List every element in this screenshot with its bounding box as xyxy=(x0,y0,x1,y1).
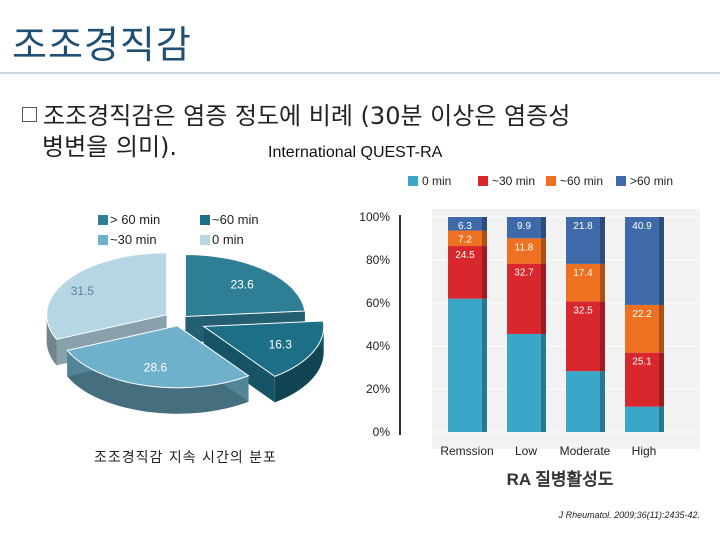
bar-value-label: 40.9 xyxy=(632,221,652,232)
bar-segment-side xyxy=(600,263,605,302)
bar-segment-30-min-remssion xyxy=(448,246,482,299)
bar-segment-side xyxy=(659,217,664,305)
bars: 24.5 7.2 6.3 Remssion 32.7 11.8 9.9 Low 32.5 17.4… xyxy=(440,217,664,458)
pie-legend-label: > 60 min xyxy=(110,212,160,227)
bar-legend-swatch xyxy=(408,176,418,186)
pie-side-30-min xyxy=(67,350,249,414)
bar-legend-label: >60 min xyxy=(630,174,673,188)
bar-legend-label: ~30 min xyxy=(492,174,535,188)
x-tick-label: Moderate xyxy=(560,444,611,458)
y-tick-label: 20% xyxy=(366,382,390,396)
bar-segment-0-min-remssion xyxy=(448,298,482,432)
x-tick-label: Remssion xyxy=(440,444,493,458)
bar-value-label: 32.5 xyxy=(573,305,593,316)
pie-legend: > 60 min ~60 min ~30 min 0 min xyxy=(98,212,259,247)
bar-segment-60-min-moderate xyxy=(566,217,600,264)
bar-segment-side xyxy=(541,333,546,432)
bar-legend-swatch xyxy=(478,176,488,186)
pie-cut-face xyxy=(203,326,275,403)
y-tick-label: 40% xyxy=(366,339,390,353)
bar-value-label: 11.8 xyxy=(515,242,534,253)
bar-value-label: 25.1 xyxy=(632,357,652,368)
pie-chart: 23.6 16.3 28.6 31.5 > 60 min ~60 min ~30 min 0 … xyxy=(46,212,325,414)
bar-value-label: 9.9 xyxy=(517,221,531,232)
bullet-line-2: 병변을 의미). xyxy=(42,133,178,161)
stacked-bar-chart: 0% 20% 40% 60% 80% 100% 0 min ~30 min ~60 min >60… xyxy=(360,174,700,489)
bar-segment-side xyxy=(482,298,487,432)
x-tick-label: High xyxy=(632,444,657,458)
bar-legend-label: ~60 min xyxy=(560,174,603,188)
bar-legend-swatch xyxy=(616,176,626,186)
bar-segment-30-min-moderate xyxy=(566,301,600,372)
bar-value-label: 17.4 xyxy=(573,268,593,279)
bar-legend: 0 min ~30 min ~60 min >60 min xyxy=(408,174,673,188)
citation: J Rheumatol. 2009;36(11):2435-42. xyxy=(558,510,700,520)
bar-value-label: 21.8 xyxy=(573,221,593,232)
bar-segment-side xyxy=(541,263,546,334)
bar-segment-side xyxy=(659,352,664,407)
bar-segment-60-min-high xyxy=(625,304,659,353)
bar-segment-30-min-high xyxy=(625,352,659,407)
bar-segment-side xyxy=(600,301,605,372)
bar-legend-label: 0 min xyxy=(422,174,451,188)
pie-tops: 23.6 16.3 28.6 31.5 xyxy=(46,252,325,389)
y-tick-label: 60% xyxy=(366,296,390,310)
bar-value-label: 32.7 xyxy=(514,268,534,279)
bar-segment-side xyxy=(482,230,487,247)
bar-segment-side xyxy=(600,217,605,264)
pie-legend-swatch xyxy=(200,215,210,225)
bar-segment-60-min-low xyxy=(507,217,541,239)
pie-legend-label: ~30 min xyxy=(110,232,157,247)
bar-segment-side xyxy=(541,238,546,264)
pie-slice-60-min xyxy=(184,253,306,317)
pie-legend-label: 0 min xyxy=(212,232,244,247)
pie-value-label: 28.6 xyxy=(144,361,168,375)
bar-segment-60-min-high xyxy=(625,217,659,305)
bullet-square-icon xyxy=(22,107,37,122)
title-divider xyxy=(0,72,720,74)
bar-segment-30-min-low xyxy=(507,263,541,334)
bar-segment-60-min-low xyxy=(507,238,541,264)
bar-segment-0-min-low xyxy=(507,333,541,432)
slide-title: 조조경직감 xyxy=(12,23,192,67)
bar-segment-60-min-remssion xyxy=(448,217,482,231)
bar-segment-side xyxy=(659,406,664,432)
bar-segment-60-min-remssion xyxy=(448,230,482,247)
bar-segment-side xyxy=(482,217,487,231)
pie-value-label: 16.3 xyxy=(269,337,293,351)
y-tick-label: 80% xyxy=(366,253,390,267)
bar-segment-0-min-high xyxy=(625,406,659,432)
bar-value-label: 24.5 xyxy=(455,250,475,261)
bullet-text: 조조경직감은 염증 정도에 비례 (30분 이상은 염증성 xyxy=(22,96,570,131)
pie-legend-swatch xyxy=(98,235,108,245)
bar-segment-side xyxy=(659,304,664,353)
bar-legend-swatch xyxy=(546,176,556,186)
x-axis-label: RA 질병활성도 xyxy=(507,469,614,489)
bullet-line-1: 조조경직감은 염증 정도에 비례 (30분 이상은 염증성 xyxy=(43,102,571,130)
pie-caption: 조조경직감 지속 시간의 분포 xyxy=(94,450,277,466)
bar-segment-60-min-moderate xyxy=(566,263,600,302)
pie-value-label: 31.5 xyxy=(71,284,95,298)
pie-legend-swatch xyxy=(98,215,108,225)
pie-value-label: 23.6 xyxy=(230,277,254,291)
study-label: International QUEST-RA xyxy=(268,144,443,161)
bar-value-label: 6.3 xyxy=(458,221,472,232)
bar-segment-side xyxy=(541,217,546,239)
pie-slice-60-min xyxy=(202,320,325,377)
y-tick-label: 100% xyxy=(360,210,390,224)
y-tick-label: 0% xyxy=(373,425,391,439)
bar-segment-side xyxy=(482,246,487,299)
x-tick-label: Low xyxy=(515,444,537,458)
bar-segment-side xyxy=(600,371,605,432)
pie-slice-0-min xyxy=(46,252,168,340)
bar-segment-0-min-moderate xyxy=(566,371,600,432)
bar-value-label: 22.2 xyxy=(632,309,652,320)
pie-legend-label: ~60 min xyxy=(212,212,259,227)
bar-value-label: 7.2 xyxy=(458,235,472,246)
pie-legend-swatch xyxy=(200,235,210,245)
pie-slice-30-min xyxy=(66,325,250,389)
